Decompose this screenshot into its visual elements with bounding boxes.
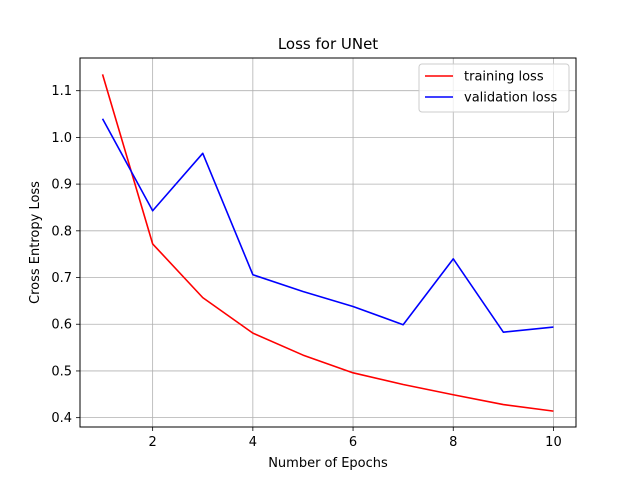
y-tick-label: 0.5 (51, 364, 72, 379)
x-tick-label: 6 (349, 435, 357, 450)
x-axis-label: Number of Epochs (268, 456, 388, 471)
series-lines (101, 74, 554, 412)
y-tick-label: 0.9 (51, 178, 72, 193)
y-tick-label: 1.1 (51, 84, 72, 99)
series-line-training-loss (101, 74, 554, 412)
ticks: 2 4 6 8 10 0.4 0.5 0.6 0.7 0.8 0.9 1.0 1.1 (51, 84, 561, 450)
series-line-validation-loss (101, 118, 554, 333)
x-tick-label: 2 (149, 435, 157, 450)
y-axis-label: Cross Entropy Loss (28, 181, 43, 304)
chart-title: Loss for UNet (278, 35, 378, 53)
legend: training loss validation loss (418, 63, 570, 113)
legend-box (418, 63, 570, 113)
legend-label: validation loss (464, 91, 557, 106)
x-tick-label: 4 (249, 435, 257, 450)
legend-label: training loss (464, 70, 544, 85)
x-tick-label: 10 (545, 435, 562, 450)
y-tick-label: 1.0 (51, 131, 72, 146)
y-tick-label: 0.7 (51, 271, 72, 286)
y-tick-label: 0.8 (51, 224, 72, 239)
plot-area-frame (79, 57, 577, 428)
grid (80, 58, 576, 427)
y-tick-label: 0.4 (51, 411, 72, 426)
y-tick-label: 0.6 (51, 318, 72, 333)
x-tick-label: 8 (449, 435, 457, 450)
